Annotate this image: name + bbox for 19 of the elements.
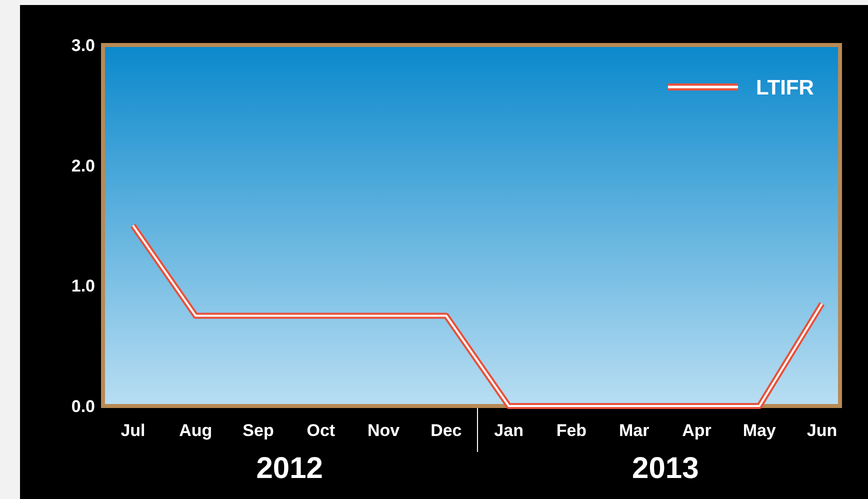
x-tick-label: Sep [242,421,274,440]
text: 2013 [632,452,699,485]
x-tick-label: May [742,421,776,440]
x-tick-label: Mar [618,421,650,440]
x-tick-label: Aug [179,421,212,440]
y-tick-label: 1.0 [71,276,95,296]
legend-label: LTIFR [756,76,814,100]
text: 2012 [256,452,323,485]
y-tick-label: 2.0 [71,156,95,176]
x-tick-label: Jul [120,421,146,440]
x-tick-label: Nov [367,421,400,440]
x-tick-label: Apr [682,421,712,440]
y-tick-label: 0.0 [71,396,95,416]
y-tick-label: 3.0 [71,36,95,55]
x-tick-label: Feb [556,421,587,440]
x-tick-label: Dec [430,421,462,440]
x-tick-label: Jun [806,421,838,440]
x-tick-label: Oct [306,421,336,440]
x-tick-label: Jan [494,421,524,440]
